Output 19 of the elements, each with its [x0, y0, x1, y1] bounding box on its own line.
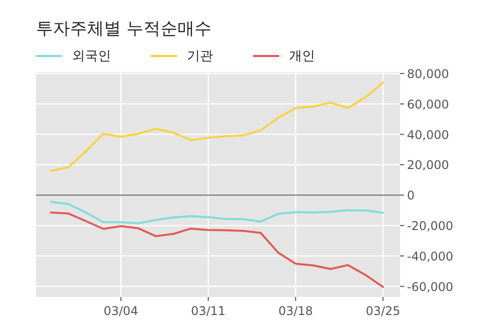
y-tick-label: -20,000: [407, 219, 454, 234]
legend-label: 기관: [187, 49, 213, 64]
y-tick-label: -40,000: [407, 249, 454, 264]
legend-label: 외국인: [72, 49, 111, 64]
y-tick-label: 80,000: [407, 67, 449, 82]
legend-label: 개인: [289, 49, 315, 64]
y-tick-label: 20,000: [407, 158, 449, 172]
line-series: [50, 82, 384, 172]
x-tick-label: 03/11: [190, 304, 226, 318]
x-tick-label: 03/04: [104, 304, 138, 318]
x-tick-label: 03/25: [366, 304, 400, 318]
x-tick-label: 03/18: [278, 304, 313, 318]
line-series: [50, 200, 384, 224]
y-tick-label: 0: [407, 188, 415, 203]
y-tick-label: 60,000: [407, 97, 449, 112]
chart-title: 투자주체별 누적순매수: [36, 19, 212, 39]
line-series: [50, 211, 384, 288]
y-tick-label: -60,000: [407, 280, 454, 294]
y-tick-label: 40,000: [407, 128, 449, 142]
